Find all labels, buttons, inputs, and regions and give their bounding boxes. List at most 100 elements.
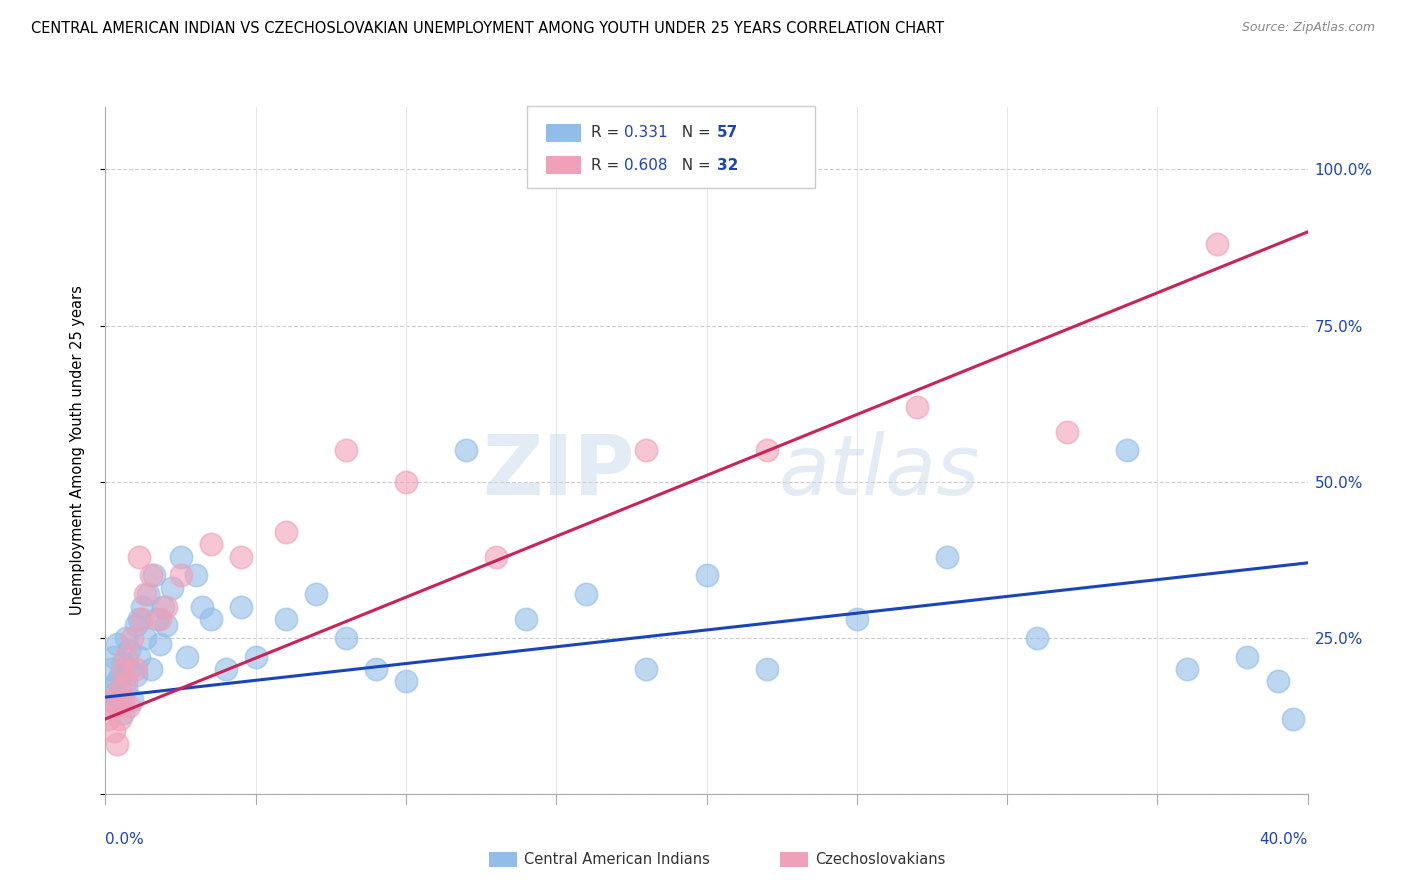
Point <box>136 587 159 601</box>
Point <box>148 612 170 626</box>
Point <box>395 475 418 489</box>
Point <box>112 656 135 670</box>
Point <box>139 568 162 582</box>
Point <box>755 443 778 458</box>
Point <box>229 599 252 614</box>
Point <box>134 631 156 645</box>
Point <box>107 674 129 689</box>
Point <box>139 662 162 676</box>
Point <box>110 693 132 707</box>
Point <box>335 631 357 645</box>
Point <box>131 612 153 626</box>
Point <box>636 443 658 458</box>
Point <box>169 549 191 564</box>
Point <box>100 699 122 714</box>
Point <box>118 699 141 714</box>
Point <box>128 612 150 626</box>
Text: 0.0%: 0.0% <box>105 831 145 847</box>
Y-axis label: Unemployment Among Youth under 25 years: Unemployment Among Youth under 25 years <box>70 285 84 615</box>
Text: Czechoslovakians: Czechoslovakians <box>815 852 946 867</box>
Text: R =: R = <box>591 126 624 140</box>
Point <box>148 637 170 651</box>
Point <box>169 568 191 582</box>
Point <box>107 637 129 651</box>
Point <box>134 587 156 601</box>
Point <box>100 693 122 707</box>
Text: CENTRAL AMERICAN INDIAN VS CZECHOSLOVAKIAN UNEMPLOYMENT AMONG YOUTH UNDER 25 YEA: CENTRAL AMERICAN INDIAN VS CZECHOSLOVAKI… <box>31 21 943 36</box>
Point <box>245 649 267 664</box>
Point <box>112 706 135 720</box>
Point <box>214 662 236 676</box>
Point <box>145 612 167 626</box>
Point <box>115 649 138 664</box>
Point <box>110 668 132 682</box>
Point <box>274 612 297 626</box>
Point <box>1236 649 1258 664</box>
Text: 40.0%: 40.0% <box>1260 831 1308 847</box>
Point <box>131 599 153 614</box>
Point <box>364 662 387 676</box>
Point <box>121 631 143 645</box>
Point <box>395 674 418 689</box>
Point <box>155 599 177 614</box>
Point <box>1056 425 1078 439</box>
Point <box>121 693 143 707</box>
Point <box>1116 443 1139 458</box>
Point <box>936 549 959 564</box>
Point <box>110 712 132 726</box>
Point <box>229 549 252 564</box>
Point <box>1206 237 1229 252</box>
Point <box>454 443 477 458</box>
Point <box>160 581 183 595</box>
Point <box>755 662 778 676</box>
Point <box>1267 674 1289 689</box>
Point <box>124 662 146 676</box>
Text: 0.608: 0.608 <box>624 158 668 172</box>
Point <box>155 618 177 632</box>
Point <box>110 681 132 695</box>
Point <box>305 587 328 601</box>
Point <box>97 681 120 695</box>
Point <box>103 649 125 664</box>
Point <box>1281 712 1303 726</box>
Point <box>176 649 198 664</box>
Point <box>905 400 928 414</box>
Text: 32: 32 <box>717 158 738 172</box>
Point <box>124 618 146 632</box>
Point <box>335 443 357 458</box>
Point <box>103 687 125 701</box>
Point <box>190 599 212 614</box>
Text: N =: N = <box>672 158 716 172</box>
Text: N =: N = <box>672 126 716 140</box>
Point <box>128 649 150 664</box>
Point <box>696 568 718 582</box>
Point <box>115 674 138 689</box>
Text: Source: ZipAtlas.com: Source: ZipAtlas.com <box>1241 21 1375 34</box>
Point <box>485 549 508 564</box>
Point <box>107 699 129 714</box>
Text: 57: 57 <box>717 126 738 140</box>
Point <box>515 612 537 626</box>
Point <box>575 587 598 601</box>
Point <box>1175 662 1198 676</box>
Text: atlas: atlas <box>779 431 980 512</box>
Text: R =: R = <box>591 158 624 172</box>
Point <box>152 599 174 614</box>
Point <box>112 693 135 707</box>
Text: 0.331: 0.331 <box>624 126 668 140</box>
Point <box>112 662 135 676</box>
Point <box>115 681 138 695</box>
Point <box>200 612 222 626</box>
Point <box>124 668 146 682</box>
Point <box>100 662 122 676</box>
Point <box>845 612 868 626</box>
Point <box>118 662 141 676</box>
Point <box>118 643 141 657</box>
Text: ZIP: ZIP <box>482 431 634 512</box>
Point <box>636 662 658 676</box>
Point <box>142 568 165 582</box>
Text: Central American Indians: Central American Indians <box>524 852 710 867</box>
Point <box>103 724 125 739</box>
Point <box>1026 631 1049 645</box>
Point <box>274 524 297 539</box>
